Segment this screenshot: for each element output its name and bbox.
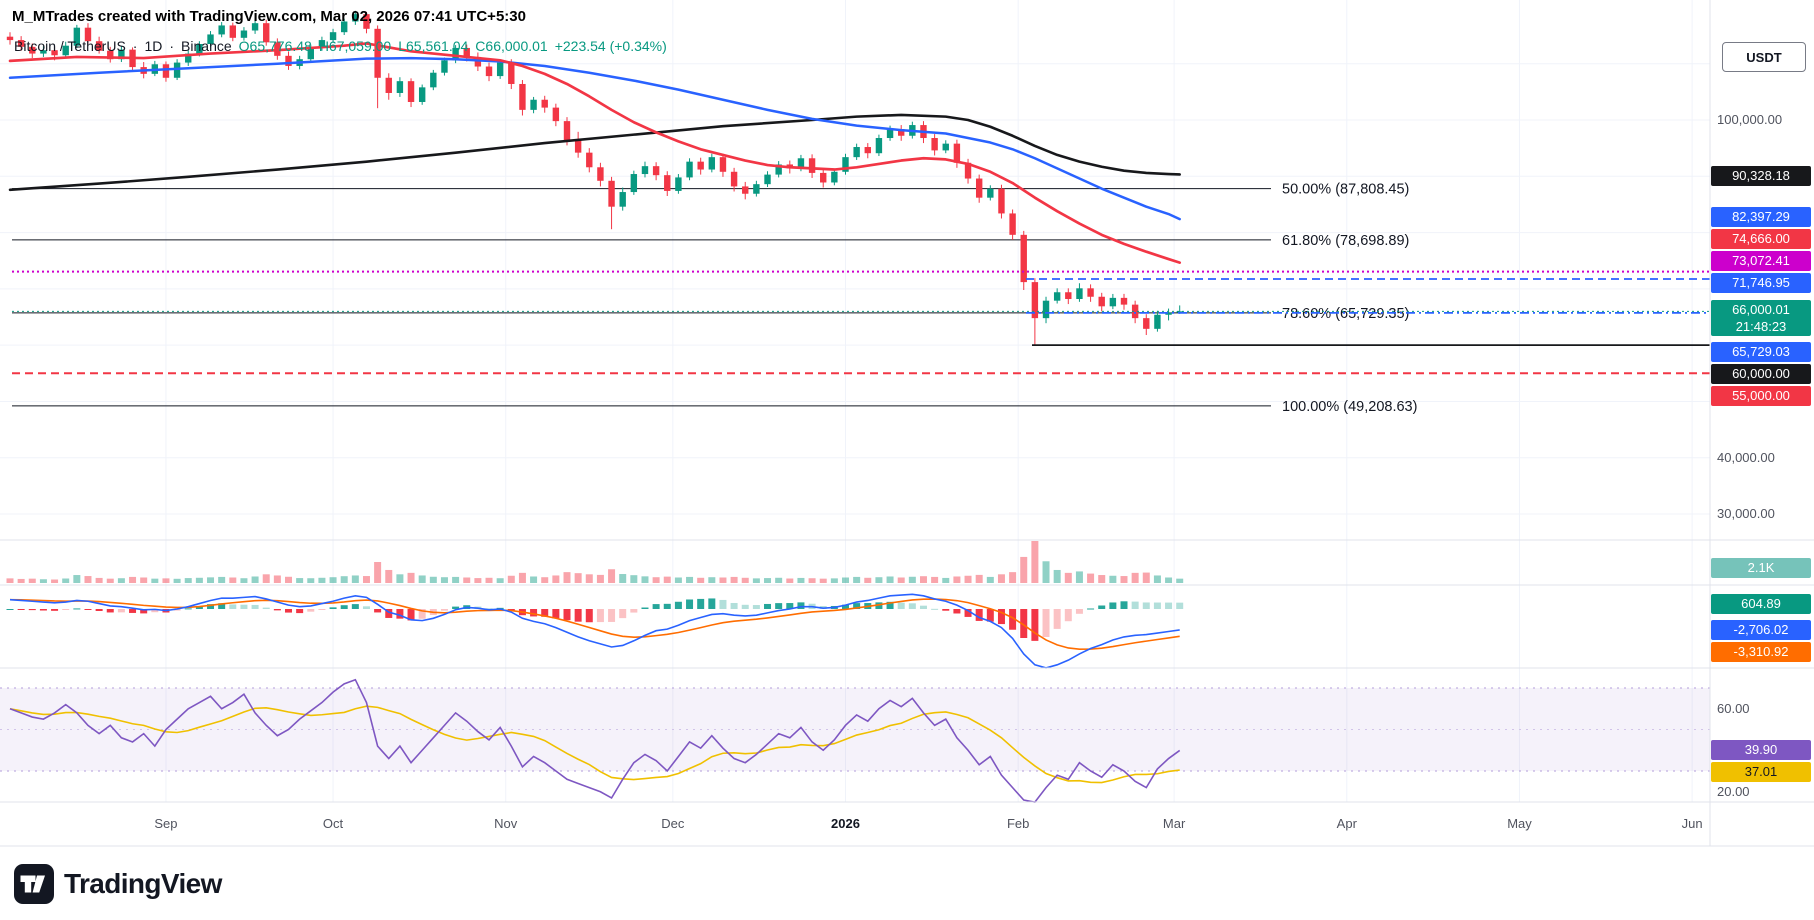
price-level-label: 60,000.00 bbox=[1711, 364, 1811, 384]
rsi-axis-tick: 60.00 bbox=[1717, 701, 1750, 716]
tradingview-wordmark[interactable]: TradingView bbox=[64, 868, 222, 899]
time-axis-label-apr: Apr bbox=[1336, 816, 1357, 831]
legend-close: C66,000.01 bbox=[475, 38, 548, 54]
legend-high: H67,059.00 bbox=[318, 38, 392, 54]
legend-interval[interactable]: 1D bbox=[144, 38, 163, 54]
price-level-label: 74,666.00 bbox=[1711, 229, 1811, 249]
fib-level-label: 78.60% (65,729.35) bbox=[1282, 306, 1409, 322]
legend-separator: · bbox=[169, 38, 175, 54]
price-level-label: 65,729.03 bbox=[1711, 342, 1811, 362]
time-axis-label-jun: Jun bbox=[1681, 816, 1703, 831]
symbol-legend[interactable]: Bitcoin / TetherUS · 1D · Binance O65,77… bbox=[14, 38, 667, 54]
legend-exchange: Binance bbox=[181, 38, 232, 54]
time-axis-label-sep: Sep bbox=[154, 816, 178, 831]
rsi-value-label: 37.01 bbox=[1711, 762, 1811, 782]
time-axis[interactable]: Sep Oct Nov Dec 2026 Feb Mar Apr May Jun bbox=[0, 802, 1710, 846]
price-level-label: 71,746.95 bbox=[1711, 273, 1811, 293]
macd-value-label: 604.89 bbox=[1711, 594, 1811, 614]
legend-separator: · bbox=[132, 38, 138, 54]
time-axis-label-2026: 2026 bbox=[831, 816, 860, 831]
legend-symbol[interactable]: Bitcoin / TetherUS bbox=[14, 38, 126, 54]
time-axis-label-may: May bbox=[1507, 816, 1532, 831]
time-axis-label-oct: Oct bbox=[322, 816, 344, 831]
fib-level-label: 100.00% (49,208.63) bbox=[1282, 399, 1417, 415]
tradingview-logo-icon[interactable] bbox=[14, 864, 54, 904]
price-axis-tick: 100,000.00 bbox=[1717, 112, 1783, 127]
price-axis-tick: 40,000.00 bbox=[1717, 450, 1775, 465]
watermark-text: M_MTrades created with TradingView.com, … bbox=[12, 8, 526, 25]
price-level-label: 66,000.01 21:48:23 bbox=[1711, 300, 1811, 336]
price-level-label: 82,397.29 bbox=[1711, 207, 1811, 227]
time-axis-label-mar: Mar bbox=[1162, 816, 1186, 831]
rsi-value-label: 39.90 bbox=[1711, 740, 1811, 760]
price-scale[interactable]: 100,000.00 40,000.00 30,000.00 90,328.18 82,… bbox=[1710, 0, 1814, 846]
price-level-label: 55,000.00 bbox=[1711, 386, 1811, 406]
time-axis-label-feb: Feb bbox=[1006, 816, 1030, 831]
legend-low: L65,561.04 bbox=[398, 38, 469, 54]
currency-toggle-button[interactable]: USDT bbox=[1722, 42, 1806, 72]
time-axis-label-nov: Nov bbox=[494, 816, 518, 831]
price-axis-tick: 30,000.00 bbox=[1717, 506, 1775, 521]
price-level-label: 90,328.18 bbox=[1711, 166, 1811, 186]
macd-value-label: -2,706.02 bbox=[1711, 620, 1811, 640]
legend-change: +223.54 (+0.34%) bbox=[554, 38, 667, 54]
time-axis-label-dec: Dec bbox=[661, 816, 685, 831]
price-level-label: 73,072.41 bbox=[1711, 251, 1811, 271]
legend-open: O65,776.48 bbox=[238, 38, 312, 54]
fib-level-label: 50.00% (87,808.45) bbox=[1282, 182, 1409, 198]
volume-value-label: 2.1K bbox=[1711, 558, 1811, 578]
rsi-axis-tick: 20.00 bbox=[1717, 784, 1750, 799]
footer-branding: TradingView bbox=[14, 864, 222, 904]
fib-level-label: 61.80% (78,698.89) bbox=[1282, 233, 1409, 249]
countdown-timer: 21:48:23 bbox=[1735, 319, 1787, 334]
macd-value-label: -3,310.92 bbox=[1711, 642, 1811, 662]
